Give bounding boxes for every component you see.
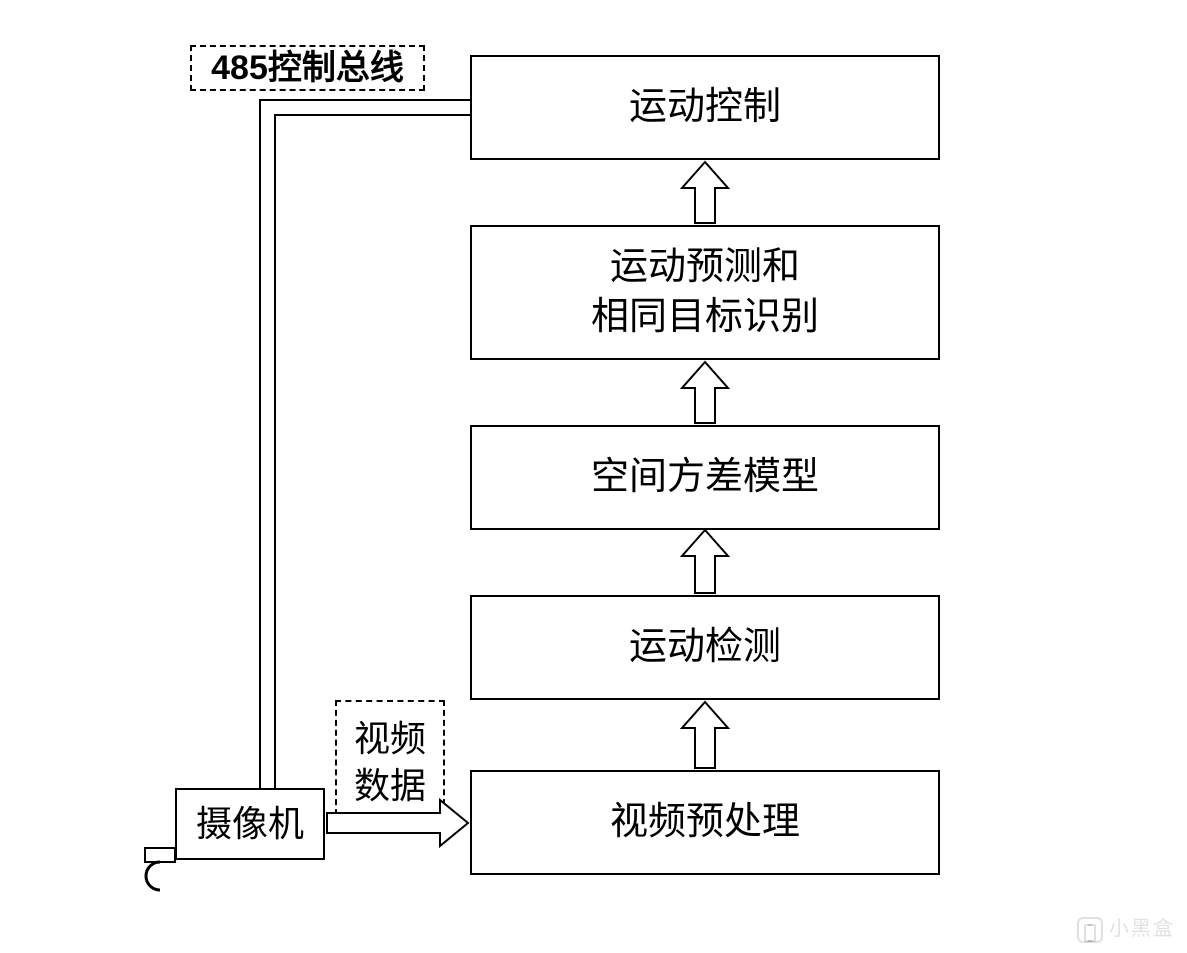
feedback-line: [260, 100, 470, 788]
motion-predict-text: 运动预测和 相同目标识别: [591, 243, 819, 342]
camera-box: 摄像机: [175, 788, 325, 860]
motion-control-box: 运动控制: [470, 55, 940, 160]
camera-mount-icon: [145, 848, 175, 890]
spatial-variance-text: 空间方差模型: [591, 453, 819, 502]
motion-control-text: 运动控制: [629, 83, 781, 132]
spatial-variance-box: 空间方差模型: [470, 425, 940, 530]
video-data-label-box: 视频 数据: [335, 700, 445, 825]
motion-detect-box: 运动检测: [470, 595, 940, 700]
arrow-preprocess-to-detect: [682, 702, 728, 768]
video-data-label-text: 视频 数据: [354, 716, 426, 810]
bus-label-box: 485控制总线: [190, 45, 425, 91]
watermark-text: 小黑盒: [1109, 918, 1175, 940]
arrow-variance-to-predict: [682, 362, 728, 423]
arrow-predict-to-control: [682, 162, 728, 223]
bus-label-text: 485控制总线: [211, 46, 404, 90]
video-preprocess-text: 视频预处理: [610, 798, 800, 847]
motion-detect-text: 运动检测: [629, 623, 781, 672]
arrow-detect-to-variance: [682, 530, 728, 593]
watermark-logo-icon: [1077, 917, 1103, 943]
watermark: 小黑盒: [1077, 912, 1175, 943]
camera-text: 摄像机: [196, 801, 304, 848]
diagram-root: 485控制总线 运动控制 运动预测和 相同目标识别 空间方差模型 运动检测 视频…: [0, 0, 1187, 953]
video-preprocess-box: 视频预处理: [470, 770, 940, 875]
motion-predict-box: 运动预测和 相同目标识别: [470, 225, 940, 360]
